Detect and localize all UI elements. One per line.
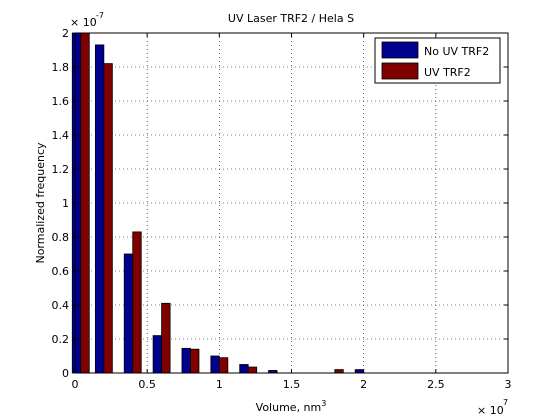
bar-uv-trf2 [247, 366, 258, 374]
legend: No UV TRF2 UV TRF2 [374, 37, 501, 84]
bar-uv-trf2 [161, 302, 171, 374]
y-tick-label: 1.6 [52, 95, 70, 108]
legend-swatch-uv-trf2 [381, 62, 419, 80]
bar-no-uv-trf2 [210, 355, 220, 374]
x-exponent-base: × 10 [477, 404, 504, 417]
bar-no-uv-trf2 [354, 369, 365, 374]
y-exponent-power: -7 [96, 11, 104, 20]
axis-ticks: 0 0.5 1 1.5 2 2.5 3 0 0.2 0.4 0.6 0.8 1 1.2 1.4 1.6 1.8 2 [52, 27, 512, 391]
legend-label-uv-trf2: UV TRF2 [424, 66, 471, 79]
bar-no-uv-trf2 [181, 347, 191, 374]
x-exponent-label: × 10 7 [477, 398, 508, 417]
y-tick-label: 0 [62, 367, 69, 380]
x-tick-label: 3 [505, 378, 512, 391]
legend-swatch-no-uv-trf2 [381, 41, 419, 59]
y-tick-label: 1.8 [52, 61, 70, 74]
y-tick-label: 0.4 [52, 299, 70, 312]
bar-uv-trf2 [103, 63, 113, 374]
y-tick-label: 1.4 [52, 129, 70, 142]
chart-title: UV Laser TRF2 / Hela S [228, 12, 354, 25]
x-tick-label: 0.5 [138, 378, 156, 391]
bar-uv-trf2 [80, 32, 90, 374]
y-tick-label: 0.8 [52, 231, 70, 244]
y-tick-label: 0.6 [52, 265, 70, 278]
bar-uv-trf2 [218, 357, 229, 374]
bar-no-uv-trf2 [123, 253, 134, 374]
y-tick-label: 1.2 [52, 163, 70, 176]
x-exponent-power: 7 [503, 398, 508, 407]
bar-no-uv-trf2 [94, 44, 105, 374]
x-tick-label: 0 [72, 378, 79, 391]
y-tick-label: 1 [62, 197, 69, 210]
y-axis-label: Normalized frequency [34, 142, 47, 264]
bar-uv-trf2 [334, 369, 344, 374]
x-axis-label-text: Volume, nm [256, 401, 322, 414]
bar-no-uv-trf2 [152, 335, 163, 374]
y-tick-label: 0.2 [52, 333, 70, 346]
x-axis-label-superscript: 3 [321, 399, 326, 408]
x-tick-label: 2.5 [427, 378, 445, 391]
bar-uv-trf2 [190, 348, 200, 374]
y-tick-label: 2 [62, 27, 69, 40]
x-tick-label: 2 [360, 378, 367, 391]
x-tick-label: 1.5 [283, 378, 301, 391]
x-axis-label: Volume, nm3 [256, 399, 327, 414]
y-exponent-base: × 10 [70, 16, 97, 29]
legend-label-no-uv-trf2: No UV TRF2 [424, 45, 489, 58]
bar-no-uv-trf2 [239, 364, 249, 374]
x-tick-label: 1 [216, 378, 223, 391]
bar-uv-trf2 [132, 231, 142, 374]
y-exponent-label: × 10 -7 [70, 11, 104, 29]
